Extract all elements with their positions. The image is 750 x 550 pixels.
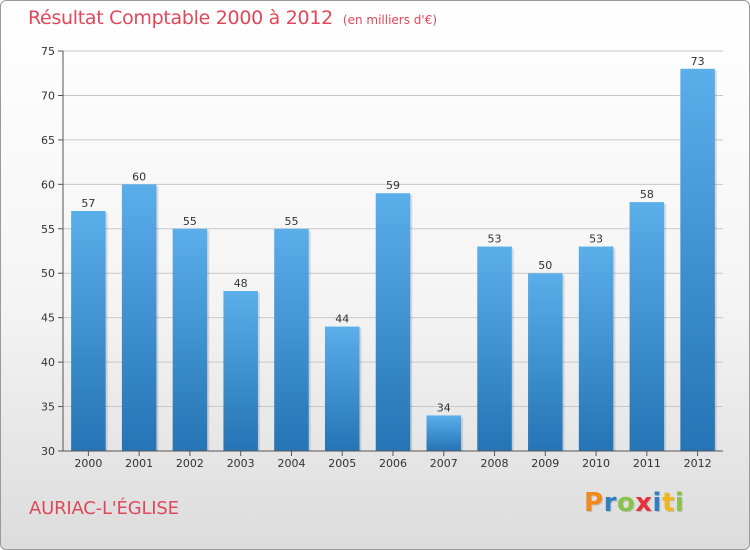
- bar-value-label: 58: [640, 188, 654, 201]
- x-tick-label: 2003: [227, 457, 255, 470]
- y-tick-label: 30: [41, 445, 55, 458]
- bar-value-label: 48: [234, 277, 248, 290]
- bar-value-label: 50: [538, 259, 552, 272]
- bar: [629, 202, 665, 451]
- y-tick-label: 70: [41, 89, 55, 102]
- logo-letter: i: [652, 488, 662, 518]
- bar: [578, 246, 614, 451]
- logo-letter: t: [661, 488, 675, 518]
- x-tick-label: 2010: [582, 457, 610, 470]
- bar: [324, 326, 360, 451]
- x-tick-label: 2004: [277, 457, 305, 470]
- commune-name: AURIAC-L'ÉGLISE: [29, 498, 179, 519]
- bars: 57 60 55 48 55 44 59 34 53 50 53 58 73: [71, 55, 717, 452]
- bar-value-label: 53: [589, 233, 603, 246]
- bar-value-label: 55: [183, 215, 197, 228]
- unit-subtitle: (en milliers d'€): [342, 13, 438, 27]
- chart-title: Résultat Comptable 2000 à 2012 (en millie…: [28, 7, 437, 29]
- bar-value-label: 57: [81, 197, 95, 210]
- x-tick-label: 2008: [481, 457, 509, 470]
- logo-letter: o: [616, 488, 636, 518]
- x-axis: 2000 2001 2002 2003 2004 2005 2006 2007 2008 2009…: [63, 450, 723, 470]
- x-tick-label: 2005: [328, 457, 356, 470]
- bar: [528, 273, 563, 451]
- y-tick-label: 45: [41, 312, 55, 325]
- bar: [680, 68, 715, 452]
- x-tick-label: 2001: [125, 457, 153, 470]
- bar: [172, 228, 208, 451]
- y-tick-label: 60: [41, 178, 55, 191]
- bar: [375, 193, 411, 451]
- x-tick-label: 2007: [430, 457, 458, 470]
- bar: [121, 184, 157, 452]
- bar-value-label: 53: [488, 233, 502, 246]
- bar: [477, 246, 512, 451]
- y-tick-label: 40: [41, 356, 55, 369]
- x-tick-label: 2002: [176, 457, 204, 470]
- proxiti-logo: Proxiti: [584, 488, 684, 518]
- bar-value-label: 34: [437, 401, 451, 414]
- bar-value-label: 55: [284, 215, 298, 228]
- bar-value-label: 59: [386, 179, 400, 192]
- bar-value-label: 73: [691, 55, 705, 68]
- logo-letter: r: [603, 488, 617, 518]
- logo-letter: i: [674, 488, 685, 518]
- bar-value-label: 44: [335, 313, 349, 326]
- bar-value-label: 60: [132, 170, 146, 183]
- bar: [71, 211, 106, 451]
- x-tick-label: 2012: [684, 457, 712, 470]
- x-tick-label: 2000: [74, 457, 102, 470]
- y-tick-label: 75: [41, 45, 55, 58]
- y-tick-label: 65: [41, 134, 55, 147]
- y-tick-label: 55: [41, 223, 55, 236]
- x-tick-label: 2011: [633, 457, 661, 470]
- bar: [223, 291, 258, 451]
- y-axis: 30 35 40 45 50 55 60 65 70 75: [41, 45, 64, 458]
- y-tick-label: 35: [41, 401, 55, 414]
- y-tick-label: 50: [41, 267, 55, 280]
- logo-letter: P: [584, 488, 604, 518]
- x-tick-label: 2006: [379, 457, 407, 470]
- bar: [274, 228, 309, 451]
- title-text: Résultat Comptable 2000 à 2012: [28, 7, 333, 29]
- x-tick-label: 2009: [531, 457, 559, 470]
- bar: [426, 415, 462, 451]
- logo-letter: x: [635, 488, 653, 518]
